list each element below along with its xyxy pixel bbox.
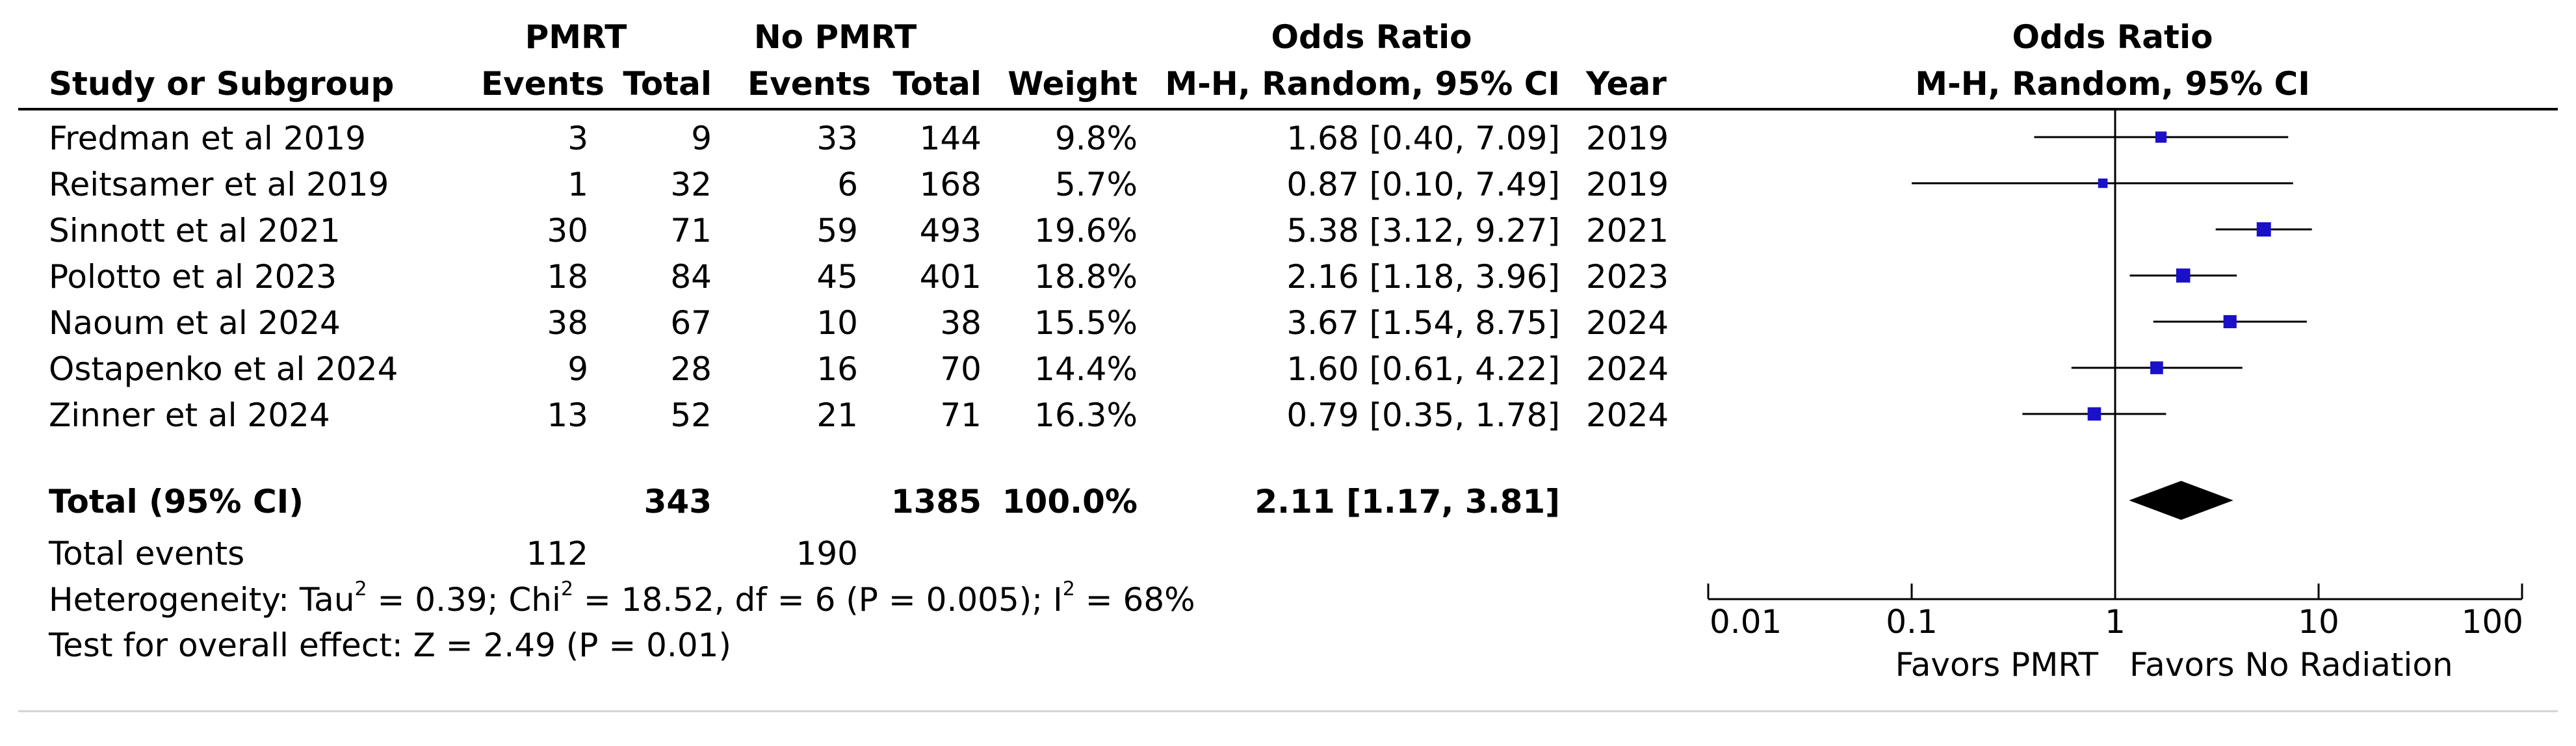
odds-ratio-ci: 1.68 [0.40, 7.09] (1286, 120, 1560, 157)
study-name: Fredman et al 2019 (49, 120, 366, 157)
point-square (2223, 315, 2237, 329)
header-events-pmrt: Events (481, 65, 605, 103)
total-label: Total (95% CI) (49, 483, 304, 521)
tick-label: 0.01 (1710, 603, 1782, 641)
events-no-pmrt: 59 (816, 212, 858, 250)
total-pmrt: 32 (670, 166, 712, 203)
weight: 16.3% (1034, 396, 1138, 434)
header-rule (18, 108, 2558, 110)
total-pmrt: 84 (670, 258, 712, 296)
weight: 14.4% (1034, 350, 1138, 388)
year: 2024 (1586, 350, 1669, 388)
bottom-divider (18, 710, 2558, 712)
weight: 18.8% (1034, 258, 1138, 296)
tick-label: 0.1 (1886, 603, 1938, 641)
favors-right-label: Favors No Radiation (2129, 646, 2453, 684)
weight: 19.6% (1034, 212, 1138, 250)
header-method-plot: M-H, Random, 95% CI (1915, 65, 2310, 103)
odds-ratio-ci: 5.38 [3.12, 9.27] (1286, 212, 1560, 250)
events-no-pmrt: 10 (816, 304, 858, 342)
header-odds-ratio-table: Odds Ratio (1271, 18, 1472, 56)
odds-ratio-ci: 2.16 [1.18, 3.96] (1286, 258, 1560, 296)
header-study: Study or Subgroup (49, 65, 395, 103)
header-year: Year (1586, 65, 1667, 103)
total-pmrt-n: 343 (644, 483, 712, 521)
point-square (2150, 361, 2163, 374)
total-weight: 100.0% (1002, 483, 1138, 521)
total-events-label: Total events (49, 535, 245, 572)
events-no-pmrt: 45 (816, 258, 858, 296)
header-weight: Weight (1008, 65, 1138, 103)
year: 2019 (1586, 120, 1669, 157)
total-pmrt: 28 (670, 350, 712, 388)
header-group-pmrt: PMRT (525, 18, 627, 56)
header-odds-ratio-plot: Odds Ratio (2012, 18, 2213, 56)
total-no-pmrt-n: 1385 (891, 483, 982, 521)
header-events-no-pmrt: Events (748, 65, 871, 103)
total-pmrt: 9 (691, 120, 712, 157)
events-pmrt: 9 (567, 350, 588, 388)
point-square (2098, 178, 2108, 188)
total-no-pmrt: 144 (919, 120, 982, 157)
heterogeneity-text: Heterogeneity: Tau2 = 0.39; Chi2 = 18.52… (49, 578, 1195, 619)
favors-left-label: Favors PMRT (1895, 646, 2099, 684)
year: 2024 (1586, 304, 1669, 342)
total-no-pmrt: 493 (919, 212, 982, 250)
study-name: Ostapenko et al 2024 (49, 350, 398, 388)
events-pmrt: 3 (567, 120, 588, 157)
events-no-pmrt: 21 (816, 396, 858, 434)
tick-label: 100 (2462, 603, 2523, 641)
pooled-diamond (2129, 481, 2233, 520)
study-name: Zinner et al 2024 (49, 396, 330, 434)
total-no-pmrt: 71 (940, 396, 982, 434)
study-name: Polotto et al 2023 (49, 258, 337, 296)
overall-effect-text: Test for overall effect: Z = 2.49 (P = 0… (49, 626, 731, 664)
events-pmrt: 30 (547, 212, 588, 250)
total-pmrt: 52 (670, 396, 712, 434)
header-group-no-pmrt: No PMRT (753, 18, 917, 56)
study-name: Sinnott et al 2021 (49, 212, 341, 250)
year: 2024 (1586, 396, 1669, 434)
total-odds-ratio-ci: 2.11 [1.17, 3.81] (1255, 483, 1560, 521)
events-no-pmrt: 33 (816, 120, 858, 157)
total-events-no-pmrt: 190 (796, 535, 858, 572)
year: 2021 (1586, 212, 1669, 250)
total-no-pmrt: 401 (919, 258, 982, 296)
weight: 5.7% (1054, 166, 1138, 203)
weight: 15.5% (1034, 304, 1138, 342)
total-no-pmrt: 38 (940, 304, 982, 342)
tick-label: 1 (2105, 603, 2126, 641)
study-name: Reitsamer et al 2019 (49, 166, 389, 203)
events-no-pmrt: 6 (837, 166, 858, 203)
total-pmrt: 71 (670, 212, 712, 250)
year: 2019 (1586, 166, 1669, 203)
point-square (2256, 222, 2271, 237)
odds-ratio-ci: 1.60 [0.61, 4.22] (1286, 350, 1560, 388)
header-total-pmrt: Total (623, 65, 712, 103)
events-pmrt: 1 (567, 166, 588, 203)
header-method-table: M-H, Random, 95% CI (1165, 65, 1560, 103)
header-total-no-pmrt: Total (892, 65, 982, 103)
events-pmrt: 38 (547, 304, 588, 342)
weight: 9.8% (1054, 120, 1138, 157)
point-square (2155, 131, 2167, 143)
year: 2023 (1586, 258, 1669, 296)
total-no-pmrt: 168 (919, 166, 982, 203)
total-no-pmrt: 70 (940, 350, 982, 388)
odds-ratio-ci: 0.79 [0.35, 1.78] (1286, 396, 1560, 434)
tick-label: 10 (2298, 603, 2339, 641)
events-pmrt: 13 (547, 396, 588, 434)
total-events-pmrt: 112 (526, 535, 588, 572)
events-pmrt: 18 (547, 258, 588, 296)
events-no-pmrt: 16 (816, 350, 858, 388)
point-square (2176, 268, 2191, 283)
odds-ratio-ci: 0.87 [0.10, 7.49] (1286, 166, 1560, 203)
total-pmrt: 67 (670, 304, 712, 342)
point-square (2087, 407, 2101, 421)
study-name: Naoum et al 2024 (49, 304, 341, 342)
odds-ratio-ci: 3.67 [1.54, 8.75] (1286, 304, 1560, 342)
